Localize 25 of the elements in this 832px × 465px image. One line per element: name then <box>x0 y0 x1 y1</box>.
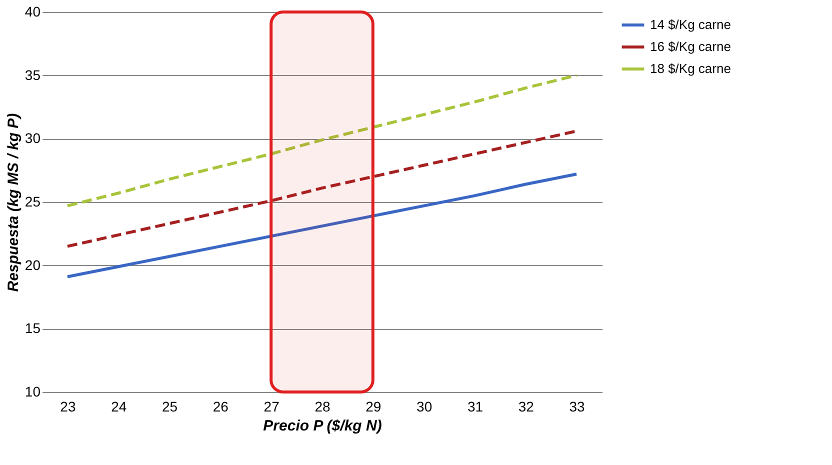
x-tick-label: 31 <box>467 398 484 414</box>
x-axis-title: Precio P ($/kg N) <box>263 418 382 434</box>
x-tick-label: 32 <box>518 398 534 414</box>
x-tick-label: 30 <box>416 398 432 414</box>
x-tick-label: 25 <box>162 398 178 414</box>
y-tick-label: 10 <box>24 384 41 400</box>
x-tick-label: 26 <box>212 398 229 414</box>
y-tick-label: 20 <box>24 256 41 273</box>
x-tick-label: 23 <box>60 398 76 414</box>
y-tick-label: 25 <box>24 194 41 210</box>
y-axis-title: Respuesta (kg MS / kg P) <box>4 113 22 292</box>
line-series <box>66 74 578 208</box>
x-tick-label: 29 <box>366 398 382 414</box>
y-tick-label: 40 <box>24 4 41 20</box>
legend-label: 14 $/Kg carne <box>650 17 731 32</box>
y-tick-label: 35 <box>24 66 41 83</box>
y-tick-label: 30 <box>24 130 41 146</box>
x-tick-label: 27 <box>264 398 280 414</box>
legend-label: 16 $/Kg carne <box>650 39 731 54</box>
legend-label: 18 $/Kg carne <box>650 61 731 76</box>
line-series <box>66 172 578 278</box>
y-tick-label: 15 <box>24 320 41 336</box>
x-tick-label: 33 <box>569 398 586 414</box>
x-tick-label: 24 <box>111 398 127 414</box>
x-tick-label: 28 <box>314 398 330 414</box>
